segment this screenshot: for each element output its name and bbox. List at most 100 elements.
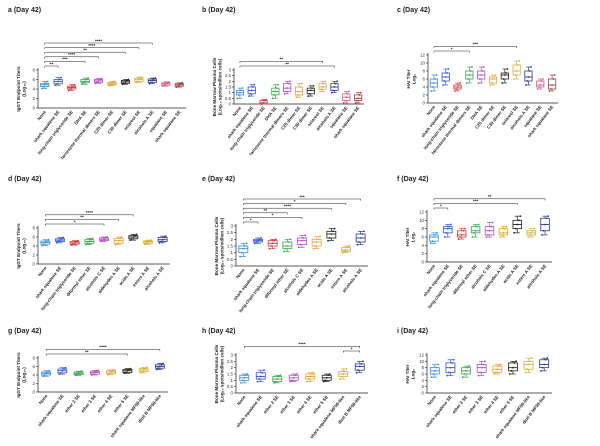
data-point [306, 380, 308, 383]
data-point [253, 242, 256, 245]
significance-label: * [250, 217, 252, 222]
box-5 [508, 360, 518, 375]
data-point [292, 376, 295, 379]
y-tick-label: 6 [33, 364, 36, 369]
data-point [542, 229, 545, 232]
significance-bracket: *** [433, 199, 518, 205]
data-point [481, 70, 484, 72]
significance-label: *** [62, 57, 68, 62]
y-axis-label: (Log₁₀) [22, 238, 27, 254]
data-point [344, 99, 346, 102]
significance-bracket: **** [45, 210, 134, 217]
data-point [270, 245, 272, 247]
data-point [517, 64, 519, 66]
box-5 [113, 236, 124, 246]
data-point [271, 242, 274, 245]
data-point [451, 362, 453, 364]
significance-label: ** [285, 61, 289, 66]
x-category-label: shark squalane SE [154, 109, 182, 143]
y-axis-label: IgGT Endpoint Titers [16, 352, 21, 398]
box-3 [282, 238, 293, 253]
data-point [241, 379, 244, 382]
box-body [524, 70, 533, 82]
data-point [477, 82, 480, 84]
data-point [142, 369, 145, 371]
box-10 [174, 81, 184, 88]
data-point [95, 370, 98, 373]
data-point [108, 372, 111, 375]
data-point [58, 373, 61, 376]
data-point [541, 366, 544, 369]
x-category-label: None [426, 263, 437, 275]
data-point [359, 91, 362, 94]
data-point [59, 239, 61, 242]
data-point [275, 87, 278, 90]
data-point [85, 243, 87, 246]
y-tick-label: 0 [33, 262, 36, 267]
data-point [90, 238, 92, 241]
box-6 [523, 357, 534, 374]
data-point [273, 239, 276, 242]
box-1 [247, 83, 256, 97]
box-body [429, 234, 439, 242]
y-tick-label: 4 [33, 244, 36, 249]
data-point [433, 369, 436, 372]
data-point [58, 78, 61, 81]
data-point [94, 82, 97, 85]
significance-label: **** [95, 38, 102, 43]
data-point [85, 78, 88, 81]
data-point [277, 83, 279, 86]
panel-title: e (Day 42) [202, 176, 235, 183]
data-point [257, 239, 259, 242]
box-2 [267, 238, 278, 250]
x-category-label: ether 3 SE [80, 393, 97, 413]
box-3 [476, 360, 487, 377]
data-point [489, 84, 492, 86]
box-2 [259, 98, 268, 105]
data-point [343, 370, 346, 373]
data-point [69, 88, 72, 90]
data-point [548, 90, 551, 92]
y-axis-label: (Log₁₀) [22, 81, 27, 97]
y-tick-label: 8 [33, 226, 36, 231]
data-point [307, 95, 310, 97]
box-4 [106, 369, 117, 376]
data-point [363, 230, 365, 233]
data-point [492, 78, 494, 80]
significance-bracket: * [243, 217, 259, 224]
box-8 [330, 80, 339, 94]
data-point [506, 68, 509, 70]
significance-bracket: *** [44, 57, 86, 63]
significance-bracket: * [343, 346, 360, 353]
data-point [325, 376, 328, 379]
data-point [361, 233, 364, 235]
data-point [345, 96, 348, 99]
data-point [277, 375, 280, 378]
data-point [343, 250, 346, 253]
y-axis-label: HAI Titer [405, 364, 410, 383]
data-point [493, 76, 496, 78]
panel-e: e (Day 42) Bone Marrow Plasma Cells (Log₁₀… [202, 176, 368, 313]
data-point [145, 366, 148, 369]
data-point [355, 99, 358, 102]
data-point [345, 249, 347, 251]
y-tick-label: 4 [423, 85, 426, 90]
box-6 [512, 215, 522, 234]
data-point [45, 82, 48, 85]
y-tick-label: 12 [419, 353, 424, 358]
y-axis-label: Bone Marrow Plasma Cells [214, 344, 219, 403]
box-7 [526, 227, 536, 238]
panel-a: a (Day 42) IgGT Endpoint Titers (Log₁₀) 0 2 4… [8, 7, 186, 160]
data-point [93, 371, 96, 374]
data-point [288, 241, 290, 243]
x-category-label: ether 4 SE [96, 393, 113, 413]
data-point [240, 251, 243, 254]
data-point [327, 374, 330, 377]
y-axis-label: Log₂ [411, 232, 416, 242]
data-point [478, 78, 481, 80]
panel-h: h (Day 42) Bone Marrow Plasma Cells (Log₁₀… [202, 328, 368, 440]
data-point [430, 90, 433, 92]
significance-label: * [294, 199, 296, 204]
data-point [47, 238, 50, 241]
data-point [530, 66, 532, 68]
